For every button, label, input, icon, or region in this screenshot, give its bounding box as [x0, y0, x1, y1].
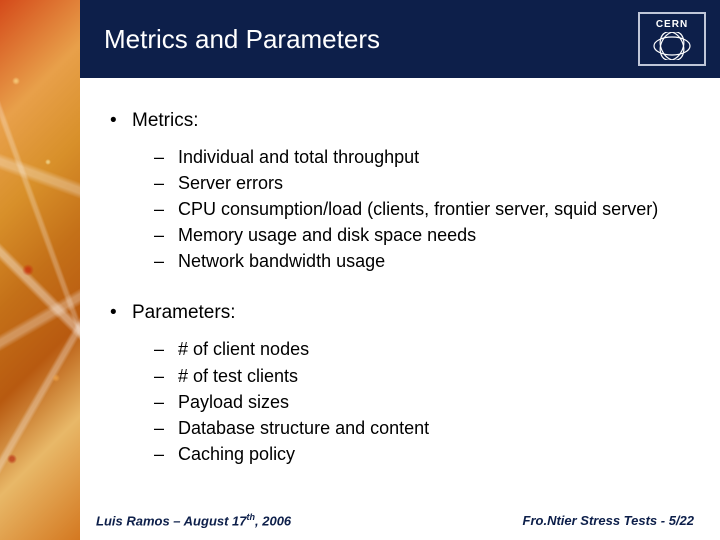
list-item-text: Payload sizes — [178, 389, 289, 415]
section-heading-text: Parameters: — [132, 302, 235, 324]
dash-icon: – — [154, 222, 178, 248]
section-parameters: • Parameters: –# of client nodes –# of t… — [110, 302, 690, 466]
cern-logo-label: CERN — [656, 19, 688, 30]
dash-icon: – — [154, 248, 178, 274]
list-item: –Server errors — [154, 170, 690, 196]
list-item: –Payload sizes — [154, 389, 690, 415]
footer-date-post: , 2006 — [255, 513, 291, 528]
section-heading: • Metrics: — [110, 110, 690, 132]
cern-logo-icon — [650, 32, 694, 60]
dash-icon: – — [154, 389, 178, 415]
footer-date-pre: August 17 — [184, 513, 247, 528]
list-item-text: # of test clients — [178, 363, 298, 389]
section-heading-text: Metrics: — [132, 110, 199, 132]
list-item-text: Database structure and content — [178, 415, 429, 441]
list-item: –# of client nodes — [154, 336, 690, 362]
sub-list: –# of client nodes –# of test clients –P… — [154, 336, 690, 466]
dash-icon: – — [154, 144, 178, 170]
footer-date-sup: th — [247, 512, 256, 522]
list-item: –Individual and total throughput — [154, 144, 690, 170]
list-item: –# of test clients — [154, 363, 690, 389]
bullet-icon: • — [110, 302, 132, 324]
bullet-icon: • — [110, 110, 132, 132]
footer-author: Luis Ramos — [96, 513, 170, 528]
slide-body: • Metrics: –Individual and total through… — [80, 78, 720, 506]
list-item-text: Network bandwidth usage — [178, 248, 385, 274]
section-heading: • Parameters: — [110, 302, 690, 324]
footer-left: Luis Ramos – August 17th, 2006 — [96, 512, 291, 528]
dash-icon: – — [154, 336, 178, 362]
cern-logo: CERN — [638, 12, 706, 66]
slide-title: Metrics and Parameters — [104, 24, 380, 55]
list-item-text: Caching policy — [178, 441, 295, 467]
decorative-sidebar — [0, 0, 80, 540]
dash-icon: – — [154, 170, 178, 196]
list-item: –Database structure and content — [154, 415, 690, 441]
dash-icon: – — [154, 363, 178, 389]
list-item: –Caching policy — [154, 441, 690, 467]
slide-footer: Luis Ramos – August 17th, 2006 Fro.Ntier… — [80, 506, 720, 540]
list-item-text: CPU consumption/load (clients, frontier … — [178, 196, 658, 222]
dash-icon: – — [154, 196, 178, 222]
list-item: –CPU consumption/load (clients, frontier… — [154, 196, 690, 222]
list-item-text: # of client nodes — [178, 336, 309, 362]
sub-list: –Individual and total throughput –Server… — [154, 144, 690, 274]
dash-icon: – — [154, 441, 178, 467]
footer-sep: – — [170, 513, 184, 528]
list-item-text: Memory usage and disk space needs — [178, 222, 476, 248]
dash-icon: – — [154, 415, 178, 441]
section-metrics: • Metrics: –Individual and total through… — [110, 110, 690, 274]
list-item: –Memory usage and disk space needs — [154, 222, 690, 248]
list-item: –Network bandwidth usage — [154, 248, 690, 274]
title-bar: Metrics and Parameters CERN — [80, 0, 720, 78]
list-item-text: Server errors — [178, 170, 283, 196]
footer-right: Fro.Ntier Stress Tests - 5/22 — [523, 513, 694, 528]
list-item-text: Individual and total throughput — [178, 144, 419, 170]
